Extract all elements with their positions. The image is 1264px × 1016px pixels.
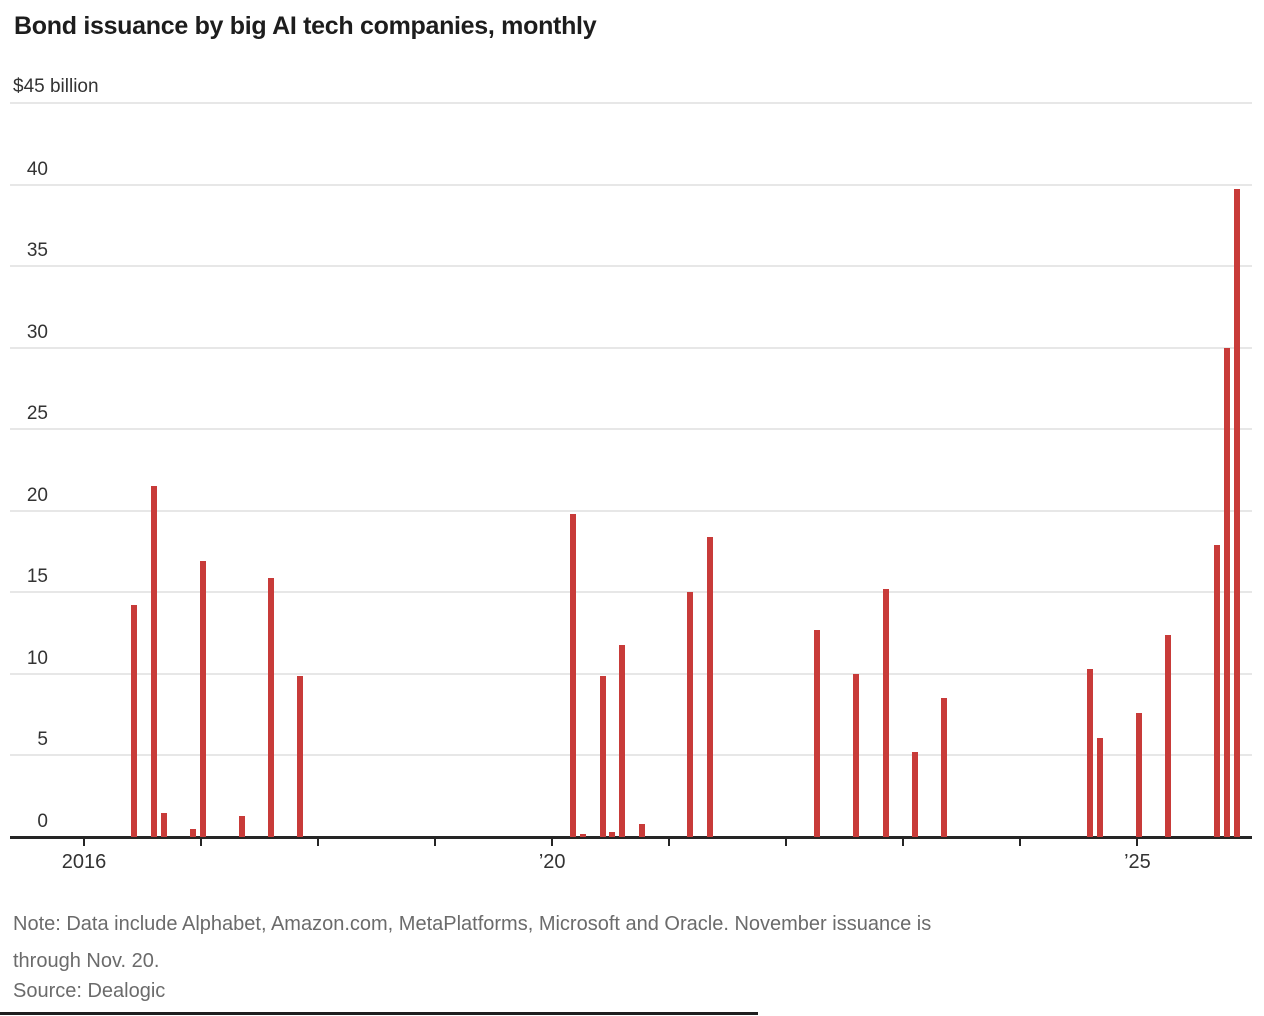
chart-note-line2: through Nov. 20. bbox=[13, 950, 160, 972]
bar-2016-06[interactable] bbox=[131, 605, 138, 837]
bar-2020-07[interactable] bbox=[609, 832, 616, 837]
y-axis-label-15: 15 bbox=[26, 566, 48, 588]
bar-2023-05[interactable] bbox=[941, 698, 948, 837]
x-axis-tick-2023 bbox=[902, 839, 905, 846]
bar-2016-08[interactable] bbox=[150, 486, 157, 837]
x-axis-baseline bbox=[10, 836, 1252, 839]
bar-2017-01[interactable] bbox=[199, 561, 206, 837]
bar-2021-05[interactable] bbox=[706, 536, 713, 837]
bar-2024-09[interactable] bbox=[1097, 737, 1104, 837]
bar-2020-10[interactable] bbox=[638, 823, 645, 837]
bar-2017-08[interactable] bbox=[268, 577, 275, 837]
x-axis-tick-2022 bbox=[785, 839, 788, 846]
y-axis-label-35: 35 bbox=[26, 240, 48, 262]
x-axis-tick-2025 bbox=[1136, 839, 1139, 846]
chart-note-line1: Note: Data include Alphabet, Amazon.com,… bbox=[13, 913, 932, 935]
x-axis-label-2016: 2016 bbox=[61, 851, 107, 873]
y-axis-label-5: 5 bbox=[37, 729, 48, 751]
bar-2021-03[interactable] bbox=[687, 592, 694, 837]
bar-2020-03[interactable] bbox=[570, 514, 577, 837]
gridline-15 bbox=[10, 591, 1252, 594]
x-axis-tick-2021 bbox=[668, 839, 671, 846]
bar-2020-08[interactable] bbox=[619, 644, 626, 837]
bar-2024-08[interactable] bbox=[1087, 669, 1094, 837]
y-axis-label-20: 20 bbox=[26, 484, 48, 506]
bottom-divider bbox=[0, 1012, 758, 1015]
bar-2022-08[interactable] bbox=[853, 673, 860, 837]
bar-2025-04[interactable] bbox=[1165, 634, 1172, 837]
bar-2020-04[interactable] bbox=[580, 833, 587, 837]
bar-2017-05[interactable] bbox=[238, 815, 245, 837]
gridline-35 bbox=[10, 265, 1252, 268]
y-axis-label-0: 0 bbox=[37, 811, 48, 832]
y-axis-unit-label: $45 billion bbox=[13, 76, 99, 97]
bar-2025-01[interactable] bbox=[1136, 713, 1143, 837]
x-axis-tick-2017 bbox=[200, 839, 203, 846]
bar-2025-09[interactable] bbox=[1214, 545, 1221, 837]
y-axis-label-25: 25 bbox=[26, 403, 48, 425]
x-axis-tick-2020 bbox=[551, 839, 554, 846]
gridline-40 bbox=[10, 183, 1252, 186]
bar-2016-09[interactable] bbox=[160, 812, 167, 837]
y-axis-label-10: 10 bbox=[26, 647, 48, 669]
gridline-45 bbox=[10, 102, 1252, 105]
x-axis-label-2020: ’20 bbox=[538, 851, 566, 873]
bar-2022-11[interactable] bbox=[882, 589, 889, 837]
y-axis-label-40: 40 bbox=[26, 158, 48, 180]
x-axis-label-2025: ’25 bbox=[1124, 851, 1151, 873]
y-axis-label-30: 30 bbox=[26, 321, 48, 343]
bar-2016-12[interactable] bbox=[189, 828, 196, 837]
x-axis-tick-2018 bbox=[317, 839, 320, 846]
x-axis-tick-2019 bbox=[434, 839, 437, 846]
bar-2025-10[interactable] bbox=[1223, 347, 1230, 837]
gridline-5 bbox=[10, 754, 1252, 757]
gridline-20 bbox=[10, 509, 1252, 512]
bar-2020-06[interactable] bbox=[599, 675, 606, 837]
x-axis-tick-2016 bbox=[83, 839, 85, 846]
bar-2023-02[interactable] bbox=[911, 752, 918, 837]
chart-source: Source: Dealogic bbox=[13, 980, 166, 1002]
gridline-25 bbox=[10, 428, 1252, 431]
gridline-10 bbox=[10, 672, 1252, 675]
chart-note: Note: Data include Alphabet, Amazon.com,… bbox=[13, 906, 1213, 980]
x-axis-tick-2024 bbox=[1019, 839, 1022, 846]
page-title: Bond issuance by big AI tech companies, … bbox=[14, 12, 597, 40]
bar-2022-04[interactable] bbox=[814, 629, 821, 837]
bar-2017-11[interactable] bbox=[297, 675, 304, 837]
bar-2025-11[interactable] bbox=[1233, 189, 1240, 837]
gridline-30 bbox=[10, 346, 1252, 349]
